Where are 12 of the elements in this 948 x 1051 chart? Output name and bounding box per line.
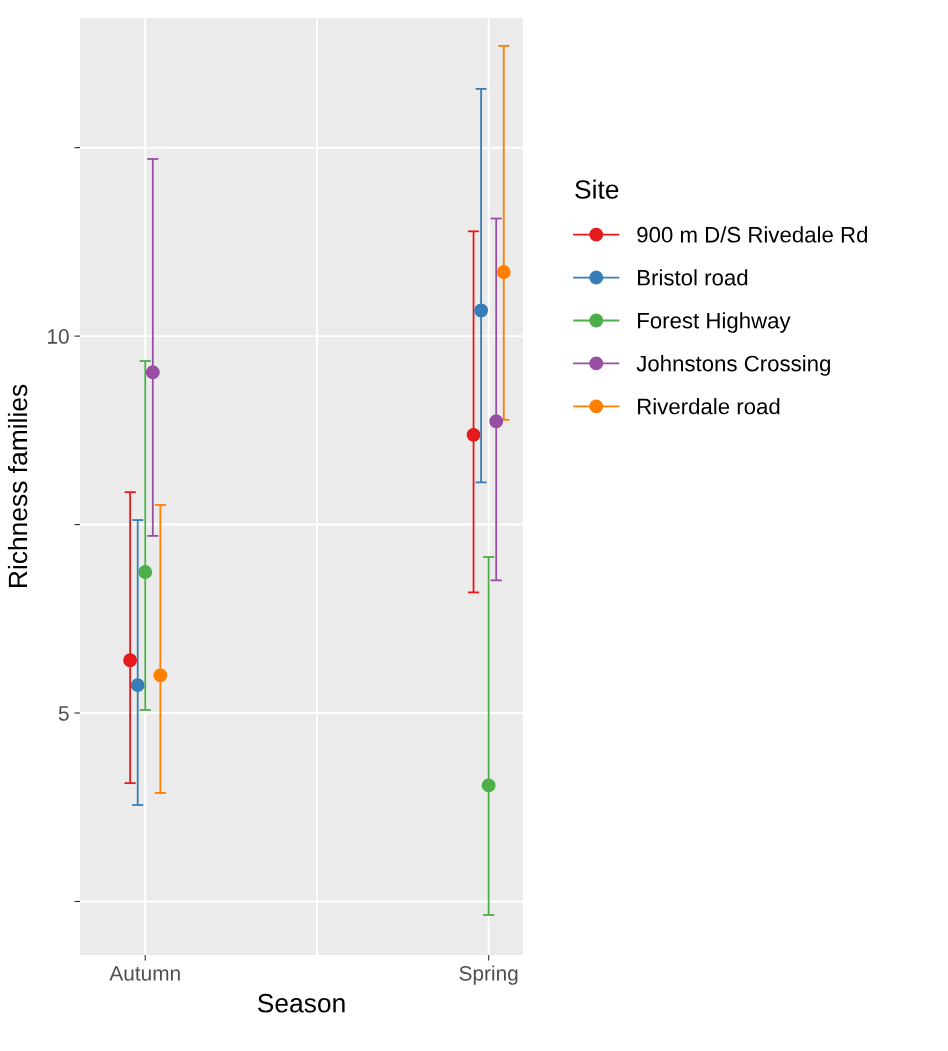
y-axis-title: Richness families bbox=[7, 384, 28, 587]
x-axis-title: Season bbox=[257, 993, 345, 1013]
legend-label: Forest Highway bbox=[638, 312, 791, 333]
legend-label: 900 m D/S Rivedale Rd bbox=[637, 226, 868, 243]
x-tick-label: Autumn bbox=[109, 966, 180, 981]
x-tick-label: Spring bbox=[459, 965, 518, 985]
legend-label: Bristol road bbox=[638, 269, 748, 286]
legend-title: Site bbox=[575, 179, 619, 199]
legend-label: Riverdale road bbox=[638, 398, 780, 415]
y-tick-label: 10 bbox=[48, 329, 69, 344]
legend-label: Johnstons Crossing bbox=[636, 355, 830, 376]
y-tick-label: 5 bbox=[58, 706, 69, 721]
